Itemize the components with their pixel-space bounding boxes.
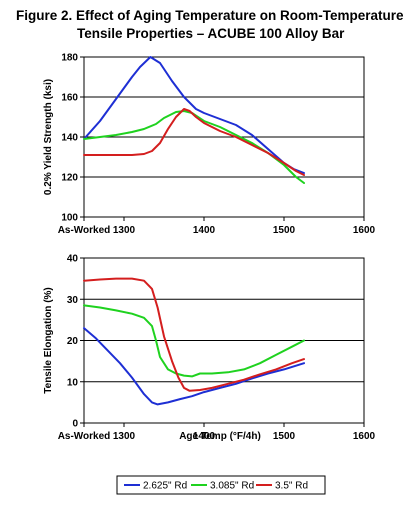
yield-x-tick-label: 1500 <box>273 225 296 236</box>
yield-y-axis-label: 0.2% Yield Strength (ksi) <box>43 79 54 195</box>
yield-y-tick-label: 140 <box>61 133 78 144</box>
elongation-x-axis-label: Age Temp (°F/4h) <box>179 431 261 442</box>
elongation-x-tick-label: 1600 <box>353 431 376 442</box>
elongation-x-tick-label: 1300 <box>113 431 136 442</box>
figure-title-line-1: Figure 2. Effect of Aging Temperature on… <box>16 8 404 23</box>
elongation-x-tick-label: 1500 <box>273 431 296 442</box>
elongation-y-tick-label: 10 <box>67 377 79 388</box>
elongation-series-line-2 <box>83 304 305 378</box>
yield-series-line-1 <box>83 56 305 174</box>
elongation-y-axis-label: Tensile Elongation (%) <box>43 287 54 393</box>
yield-y-tick-label: 180 <box>61 53 78 64</box>
legend-label-2: 3.085" Rd <box>210 481 254 492</box>
yield-y-tick-label: 160 <box>61 93 78 104</box>
yield-x-tick-label: 1400 <box>193 225 216 236</box>
elongation-y-tick-label: 20 <box>67 336 79 347</box>
elongation-x-tick-label: As-Worked <box>58 431 111 442</box>
legend-box <box>116 475 326 495</box>
elongation-series-line-1 <box>83 327 305 406</box>
yield-x-tick-label: 1300 <box>113 225 136 236</box>
tensile-elongation-chart: 0 10 20 30 40 As-Worked 1300 1400 1500 1600 Tensil… <box>43 254 376 443</box>
legend: 2.625" Rd 3.085" Rd 3.5" Rd <box>116 475 326 495</box>
yield-x-tick-label: 1600 <box>353 225 376 236</box>
elongation-series-line-3 <box>83 277 305 392</box>
yield-series-line-3 <box>83 108 305 176</box>
yield-series-line-2 <box>83 110 305 184</box>
legend-label-1: 2.625" Rd <box>143 481 187 492</box>
yield-y-tick-label: 100 <box>61 213 78 224</box>
elongation-y-tick-label: 0 <box>72 419 78 430</box>
yield-strength-chart: 100 120 140 160 180 As-Worked 1300 1400 1500 1600… <box>43 53 376 237</box>
elongation-x-tick-label: 1400 <box>193 431 216 442</box>
elongation-y-tick-label: 40 <box>67 254 79 265</box>
yield-x-tick-label: As-Worked <box>58 225 111 236</box>
figure-title-line-2: Tensile Properties – ACUBE 100 Alloy Bar <box>77 26 345 41</box>
yield-y-tick-label: 120 <box>61 173 78 184</box>
legend-label-3: 3.5" Rd <box>275 481 308 492</box>
elongation-y-tick-label: 30 <box>67 295 79 306</box>
